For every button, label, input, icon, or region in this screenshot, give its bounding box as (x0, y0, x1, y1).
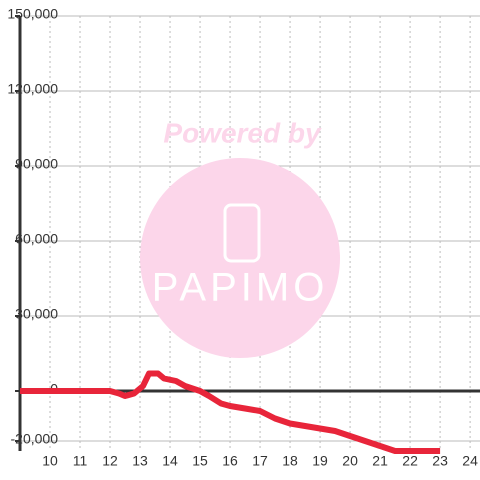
y-tick-label: 120,000 (7, 81, 58, 97)
data-line (20, 370, 441, 454)
y-tick-label: -20,000 (11, 431, 59, 447)
x-tick-label: 24 (462, 453, 478, 469)
x-tick-label: 14 (162, 453, 178, 469)
x-tick-label: 18 (282, 453, 298, 469)
watermark-text: Powered by (163, 117, 322, 148)
y-tick-label: 30,000 (15, 306, 58, 322)
y-tick-label: 90,000 (15, 156, 58, 172)
watermark-text: PAPIMO (152, 266, 329, 310)
x-tick-label: 10 (42, 453, 58, 469)
watermark: Powered by PAPIMO (140, 117, 340, 358)
x-tick-label: 21 (372, 453, 388, 469)
x-tick-label: 23 (432, 453, 448, 469)
y-tick-label: 60,000 (15, 231, 58, 247)
x-tick-label: 11 (73, 453, 88, 469)
x-tick-label: 12 (102, 453, 118, 469)
x-tick-label: 15 (192, 453, 208, 469)
x-tick-label: 13 (132, 453, 148, 469)
y-tick-label: 150,000 (7, 6, 58, 22)
x-tick-label: 20 (342, 453, 358, 469)
x-tick-label: 22 (402, 453, 418, 469)
watermark-circle (140, 158, 340, 358)
x-tick-label: 17 (252, 453, 268, 469)
x-tick-label: 16 (222, 453, 238, 469)
watermark-icon (223, 203, 261, 263)
x-tick-label: 19 (312, 453, 328, 469)
